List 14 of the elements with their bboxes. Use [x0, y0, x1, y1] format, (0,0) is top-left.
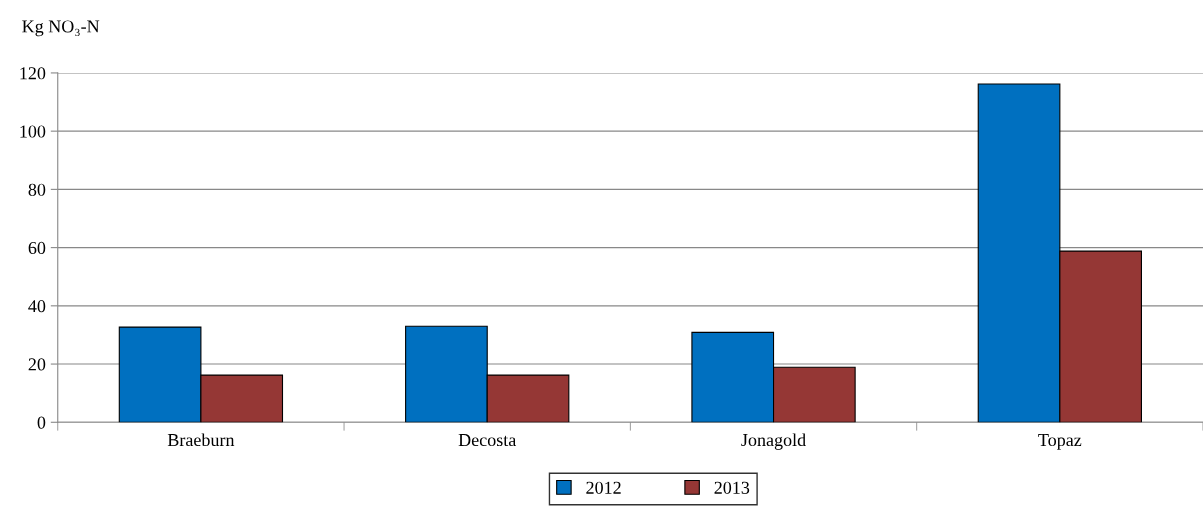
x-tick-label: Braeburn — [167, 433, 235, 447]
y-axis-title: Kg NO₃-N — [22, 20, 100, 37]
x-tick-label: Decosta — [458, 434, 517, 447]
x-tick-label: Jonagold — [741, 433, 806, 450]
legend-label: 2013 — [714, 481, 750, 494]
y-tick-label: 0 — [37, 416, 46, 429]
y-tick-label: 100 — [20, 125, 46, 138]
y-tick-label: 60 — [28, 241, 46, 255]
y-tick-label: 40 — [28, 300, 46, 313]
y-tick-label: 120 — [20, 67, 46, 80]
x-tick-label: Topaz — [1038, 434, 1082, 450]
y-tick-label: 80 — [28, 183, 46, 196]
legend-label: 2012 — [586, 481, 621, 494]
y-tick-label: 20 — [28, 358, 46, 371]
